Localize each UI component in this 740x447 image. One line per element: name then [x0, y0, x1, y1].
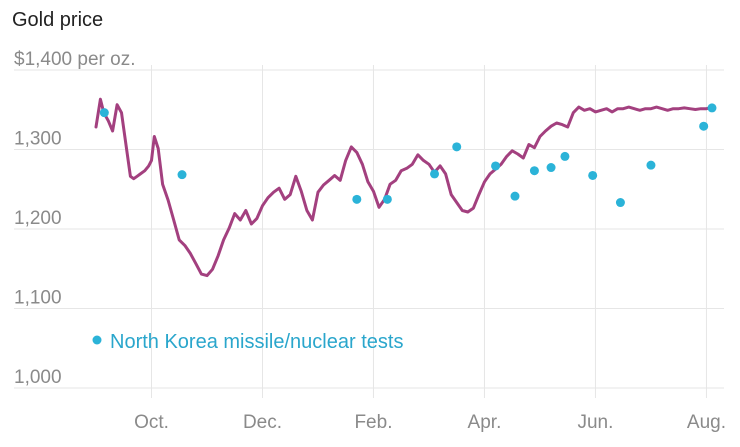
event-point	[546, 163, 556, 173]
y-axis-ticks: $1,400 per oz. 1,300 1,200 1,100 1,000	[14, 49, 135, 388]
x-tick-label: Jun.	[577, 412, 613, 433]
event-point	[699, 121, 709, 131]
event-point	[430, 169, 440, 179]
legend-label: North Korea missile/nuclear tests	[110, 331, 403, 353]
event-point	[452, 142, 462, 152]
legend: North Korea missile/nuclear tests	[92, 331, 403, 353]
series-group	[94, 97, 714, 278]
x-tick-label: Dec.	[243, 412, 282, 433]
event-point	[352, 194, 362, 204]
x-tick-label: Oct.	[134, 412, 169, 433]
y-tick-label: 1,200	[14, 208, 62, 229]
event-point	[615, 198, 625, 208]
event-point	[707, 103, 717, 113]
event-point	[510, 191, 520, 201]
event-point	[177, 170, 187, 180]
x-tick-label: Aug.	[687, 412, 726, 433]
gold-price-line	[94, 97, 714, 278]
x-tick-label: Apr.	[468, 412, 502, 433]
y-tick-label: 1,000	[14, 367, 62, 388]
event-point	[560, 151, 570, 161]
y-tick-label: $1,400 per oz.	[14, 49, 135, 70]
event-point	[491, 161, 501, 171]
event-point	[529, 166, 539, 176]
y-tick-label: 1,300	[14, 129, 62, 150]
x-tick-label: Feb.	[354, 412, 392, 433]
grid	[14, 65, 724, 398]
event-point	[99, 108, 109, 118]
event-points	[99, 103, 717, 208]
y-tick-label: 1,100	[14, 288, 62, 309]
x-axis-ticks: Oct. Dec. Feb. Apr. Jun. Aug.	[134, 412, 726, 433]
event-point	[588, 170, 598, 180]
event-point	[646, 160, 656, 170]
event-point	[382, 194, 392, 204]
legend-marker	[92, 335, 102, 345]
chart-title: Gold price	[12, 9, 103, 31]
